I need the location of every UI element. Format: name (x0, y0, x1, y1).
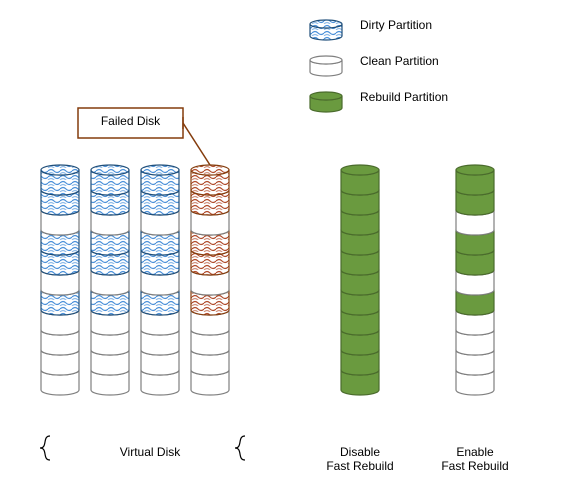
failed-disk-label: Failed Disk (78, 114, 183, 128)
legend-swatch (310, 56, 342, 76)
enable-label: Enable Fast Rebuild (435, 445, 515, 473)
failed-disk-leader (183, 123, 210, 165)
cylinder-slice (91, 165, 129, 195)
cylinder-slice (341, 165, 379, 195)
diagram-canvas (0, 0, 575, 501)
legend-label-1: Clean Partition (360, 54, 439, 68)
legend-label-2: Rebuild Partition (360, 90, 448, 104)
cylinder-slice (141, 165, 179, 195)
disable-label: Disable Fast Rebuild (320, 445, 400, 473)
brace (40, 436, 50, 460)
cylinder-slice (456, 165, 494, 195)
legend-swatch (310, 92, 342, 112)
legend-swatch (310, 20, 342, 40)
legend-label-0: Dirty Partition (360, 18, 432, 32)
virtual-disk-label: Virtual Disk (60, 445, 240, 459)
cylinder-slice (191, 165, 229, 195)
cylinder-slice (41, 165, 79, 195)
